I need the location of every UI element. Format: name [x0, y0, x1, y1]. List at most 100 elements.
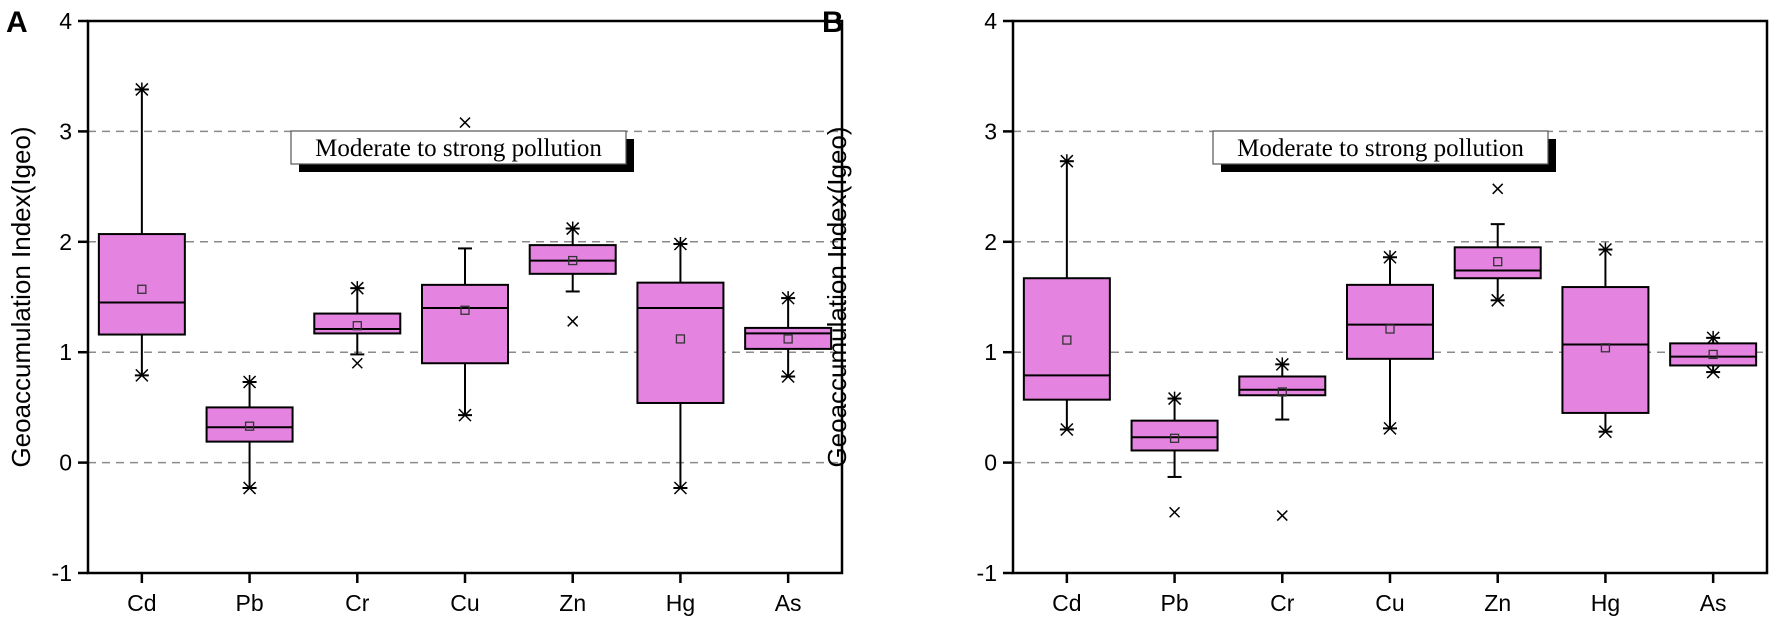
y-tick-label: 2 [984, 229, 997, 255]
box-cd [1022, 154, 1111, 437]
box-zn [528, 221, 617, 327]
y-tick-label: -1 [977, 560, 997, 586]
box-as [744, 291, 833, 384]
box-iqr [1453, 246, 1542, 280]
outlier-marker [1276, 510, 1288, 522]
outlier-marker [1169, 506, 1181, 518]
mean-marker [137, 284, 147, 294]
box-pb [205, 375, 294, 495]
extreme-star-marker [1060, 422, 1074, 437]
mean-marker [1169, 433, 1180, 443]
mean-marker [1708, 349, 1718, 360]
x-tick-label: Cr [345, 590, 370, 616]
x-tick-label: Cd [1052, 590, 1081, 616]
box-iqr [1346, 283, 1434, 360]
y-tick-label: 3 [984, 118, 997, 144]
x-tick-label: Zn [1484, 590, 1511, 616]
outlier-marker [351, 357, 363, 369]
box-iqr [1238, 375, 1327, 397]
x-tick-label: Zn [559, 590, 586, 616]
annotation-text: Moderate to strong pollution [1237, 135, 1524, 162]
x-tick-label: Hg [666, 590, 695, 616]
extreme-star-marker [566, 221, 580, 236]
mean-marker [244, 421, 255, 431]
extreme-star-marker [1706, 330, 1720, 345]
mean-marker [675, 334, 686, 344]
y-tick-label: 0 [59, 450, 72, 476]
extreme-star-marker [1383, 421, 1397, 435]
mean-marker [783, 334, 793, 344]
y-tick-label: 3 [59, 118, 72, 144]
y-tick-label: 4 [984, 8, 997, 34]
panel-a: A Moderate to strong pollution -1 0 1 2 3 4 Geoa… [6, 6, 844, 616]
panel-letter: B [822, 6, 844, 39]
x-tick-label: Pb [236, 590, 264, 616]
outlier-marker [1492, 183, 1504, 195]
box-cr [313, 281, 402, 369]
box-iqr [421, 283, 509, 365]
y-tick-label: 2 [59, 229, 72, 255]
extreme-star-marker [350, 281, 364, 295]
box-cr [1238, 357, 1327, 522]
mean-marker [1493, 257, 1503, 267]
mean-marker [1600, 343, 1611, 353]
box-pb [1130, 391, 1219, 518]
mean-marker [1277, 387, 1287, 397]
extreme-star-marker [781, 291, 795, 305]
annotation-text: Moderate to strong pollution [315, 135, 602, 162]
annotation-box [290, 130, 627, 165]
x-tick-label: Cr [1270, 590, 1295, 616]
extreme-star-marker [135, 82, 149, 96]
extreme-star-marker [1598, 424, 1612, 439]
panel-b: B Moderate to strong pollution -1 0 1 2 3 4 Geoa… [822, 6, 1769, 616]
box-as [1669, 330, 1758, 379]
box-cd [97, 82, 186, 382]
mean-marker [568, 255, 578, 266]
extreme-star-marker [243, 480, 257, 495]
box-iqr [528, 244, 617, 275]
y-tick-label: 1 [59, 339, 72, 365]
panel-letter: A [6, 6, 28, 39]
extreme-star-marker [781, 369, 795, 384]
outlier-marker [459, 117, 471, 129]
annotation-box [1212, 130, 1549, 165]
outlier-marker [567, 315, 579, 327]
y-tick-label: 4 [59, 8, 72, 34]
extreme-star-marker [1060, 154, 1074, 168]
x-tick-label: Hg [1591, 590, 1620, 616]
y-axis-title: Geoaccumulation Index(Igeo) [822, 126, 852, 467]
extreme-star-marker [1491, 293, 1505, 307]
mean-marker [352, 321, 362, 331]
box-cu [1346, 250, 1434, 435]
x-tick-label: Cu [450, 590, 479, 616]
box-iqr [313, 312, 402, 335]
mean-marker [1385, 324, 1395, 334]
extreme-star-marker [1383, 250, 1397, 264]
box-zn [1453, 183, 1542, 307]
x-tick-label: Cu [1375, 590, 1404, 616]
box-cu [421, 117, 509, 422]
extreme-star-marker [1598, 242, 1612, 257]
box-iqr [1022, 277, 1111, 401]
box-hg [636, 237, 725, 495]
y-axis-title: Geoaccumulation Index(Igeo) [6, 126, 36, 467]
x-tick-label: Cd [127, 590, 156, 616]
extreme-star-marker [673, 237, 687, 251]
box-iqr [1669, 342, 1758, 367]
x-tick-label: As [1700, 590, 1727, 616]
box-iqr [744, 326, 833, 350]
x-tick-label: As [775, 590, 802, 616]
box-iqr [1561, 286, 1650, 414]
mean-marker [1062, 335, 1072, 345]
extreme-star-marker [243, 375, 257, 389]
mean-marker [460, 305, 470, 315]
extreme-star-marker [673, 480, 687, 495]
box-iqr [1130, 419, 1219, 452]
box-iqr [97, 233, 186, 336]
y-tick-label: 0 [984, 450, 997, 476]
y-tick-label: -1 [52, 560, 72, 586]
x-tick-label: Pb [1161, 590, 1189, 616]
extreme-star-marker [1275, 357, 1289, 371]
box-iqr [205, 406, 294, 443]
